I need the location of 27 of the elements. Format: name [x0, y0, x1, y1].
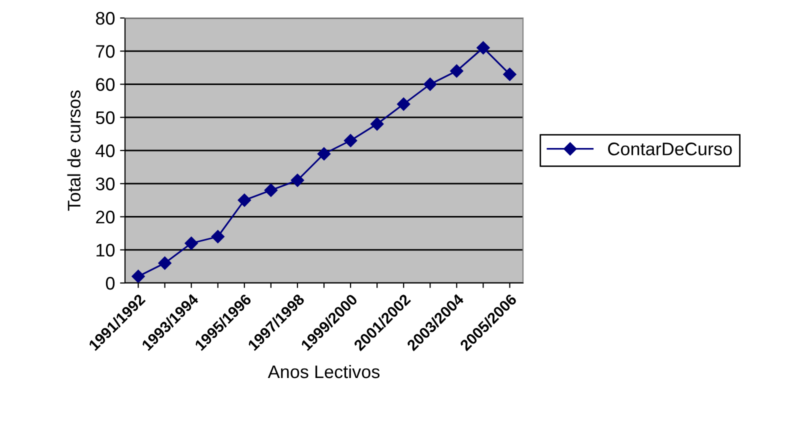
point	[132, 270, 145, 283]
point	[184, 236, 198, 250]
point	[476, 41, 490, 54]
point	[317, 147, 331, 160]
y-tick-label: 20	[96, 210, 115, 224]
point	[370, 117, 384, 131]
y-tick-label: 0	[106, 276, 115, 290]
point	[211, 230, 224, 244]
point	[424, 78, 437, 91]
y-tick-label: 70	[96, 45, 115, 58]
y-tick-label: 10	[96, 244, 115, 257]
legend-label: ContarDeCurso	[608, 142, 732, 156]
y-tick-label: 30	[96, 178, 115, 190]
point	[264, 184, 278, 197]
point	[238, 194, 251, 207]
y-tick-label: 60	[96, 78, 115, 91]
point	[503, 68, 516, 81]
point	[344, 134, 358, 148]
point	[290, 174, 304, 187]
y-tick-label: 80	[96, 12, 115, 25]
point	[397, 98, 410, 111]
y-tick-label: 40	[96, 144, 115, 158]
x-axis-title: Anos Lectivos	[268, 364, 380, 378]
point	[450, 64, 464, 78]
y-axis-title: Total de cursos	[67, 90, 81, 211]
point	[158, 256, 172, 270]
y-tick-label: 50	[96, 111, 115, 124]
